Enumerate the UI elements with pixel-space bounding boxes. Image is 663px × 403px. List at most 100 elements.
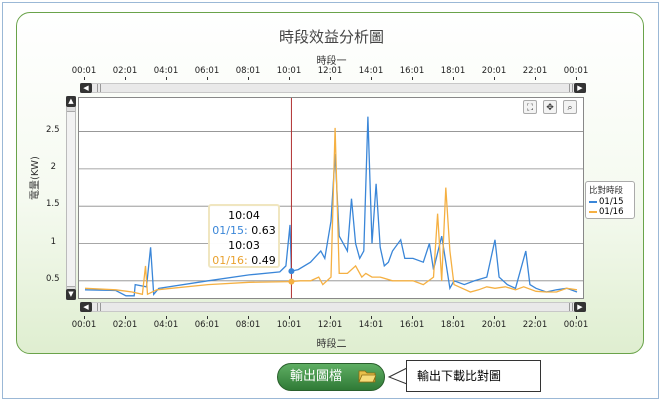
y-tick-label: 2 [50, 161, 56, 172]
tick-mark [166, 77, 167, 80]
tooltip-series-1-label: 01/15: [212, 224, 248, 237]
top-axis-title: 時段一 [316, 56, 347, 67]
y-tick-label: 1.5 [46, 199, 60, 210]
y-tick-label: 0.5 [46, 273, 60, 284]
time-tick-label: 10:01 [276, 320, 302, 330]
tick-mark [535, 77, 536, 80]
time-tick-label: 16:01 [399, 320, 425, 330]
fit-icon[interactable]: ⛶ [523, 100, 537, 114]
tick-mark [535, 316, 536, 319]
series-line-0116[interactable] [84, 127, 578, 296]
vertical-scrollbar[interactable]: ▲ ▼ [66, 96, 76, 300]
time-tick-label: 22:01 [522, 320, 548, 330]
tick-mark [494, 77, 495, 80]
scroll-left-icon[interactable]: ◀ [80, 302, 92, 312]
time-tick-label: 12:01 [317, 66, 343, 76]
tooltip-series-2-value: 0.49 [251, 254, 276, 267]
tick-mark [166, 316, 167, 319]
tick-mark [125, 77, 126, 80]
series-line-0115[interactable] [84, 116, 578, 297]
time-tick-label: 08:01 [235, 66, 261, 76]
legend-title: 比對時段 [589, 186, 624, 196]
vertical-scroll-thumb[interactable] [67, 111, 75, 287]
tick-mark [248, 77, 249, 80]
y-tick-label: 2.5 [46, 124, 60, 135]
legend-label: 01/16 [599, 207, 624, 217]
legend-item-0115[interactable]: 01/15 [589, 197, 631, 207]
tick-mark [371, 77, 372, 80]
time-tick-label: 16:01 [399, 66, 425, 76]
legend-swatch-orange [589, 211, 597, 213]
scroll-grip-right[interactable] [569, 84, 573, 92]
time-tick-label: 02:01 [112, 320, 138, 330]
time-tick-label: 20:01 [481, 320, 507, 330]
time-tick-label: 00:01 [71, 66, 97, 76]
scroll-down-icon[interactable]: ▼ [66, 289, 76, 300]
bottom-scrollbar[interactable]: ◀ ▶ [80, 302, 586, 312]
top-scrollbar[interactable]: ◀ ▶ [80, 83, 586, 93]
time-tick-label: 02:01 [112, 66, 138, 76]
time-tick-label: 18:01 [440, 66, 466, 76]
export-button-label: 輸出圖檔 [290, 369, 343, 384]
tick-mark [453, 316, 454, 319]
time-tick-label: 06:01 [194, 66, 220, 76]
time-tick-label: 04:01 [153, 320, 179, 330]
legend: 比對時段 01/15 01/16 [585, 181, 635, 219]
tooltip-series-2-label: 01/16: [212, 254, 248, 267]
tick-mark [207, 316, 208, 319]
tick-mark [84, 316, 85, 319]
scroll-up-icon[interactable]: ▲ [66, 96, 76, 107]
tooltip-time-1: 10:04 [228, 209, 260, 222]
plot-area[interactable] [78, 97, 584, 299]
callout-pointer [387, 367, 408, 385]
scroll-grip-left[interactable] [97, 303, 101, 311]
tick-mark [207, 77, 208, 80]
tick-mark [576, 316, 577, 319]
time-tick-label: 12:01 [317, 320, 343, 330]
legend-item-0116[interactable]: 01/16 [589, 207, 631, 217]
tooltip-series-1-value: 0.63 [251, 224, 276, 237]
tick-mark [289, 77, 290, 80]
callout-text: 輸出下載比對圖 [406, 360, 541, 392]
legend-swatch-blue [589, 201, 597, 203]
time-tick-label: 08:01 [235, 320, 261, 330]
tick-mark [371, 316, 372, 319]
time-tick-label: 14:01 [358, 320, 384, 330]
tick-mark [125, 316, 126, 319]
tick-mark [453, 77, 454, 80]
scroll-right-icon[interactable]: ▶ [574, 302, 586, 312]
time-tick-label: 14:01 [358, 66, 384, 76]
tick-mark [412, 316, 413, 319]
move-icon[interactable]: ✥ [543, 100, 557, 114]
time-tick-label: 00:01 [563, 320, 589, 330]
tooltip-time-2: 10:03 [228, 239, 260, 252]
tick-mark [576, 77, 577, 80]
time-tick-label: 04:01 [153, 66, 179, 76]
tick-mark [84, 77, 85, 80]
scroll-right-icon[interactable]: ▶ [574, 83, 586, 93]
hover-marker [288, 268, 295, 275]
chart-svg[interactable] [79, 98, 583, 298]
time-tick-label: 00:01 [71, 320, 97, 330]
y-tick-label: 1 [50, 236, 56, 247]
tick-mark [330, 77, 331, 80]
export-image-button[interactable]: 輸出圖檔 [277, 363, 385, 391]
tick-mark [494, 316, 495, 319]
scroll-left-icon[interactable]: ◀ [80, 83, 92, 93]
time-tick-label: 18:01 [440, 320, 466, 330]
scroll-grip-right[interactable] [569, 303, 573, 311]
hover-marker [288, 278, 295, 285]
tick-mark [248, 316, 249, 319]
scroll-grip-left[interactable] [97, 84, 101, 92]
tick-mark [289, 316, 290, 319]
time-tick-label: 00:01 [563, 66, 589, 76]
bottom-axis-title: 時段二 [316, 339, 347, 350]
chart-title: 時段效益分析圖 [278, 28, 384, 46]
y-axis-title: 電量(KW) [30, 156, 41, 200]
data-tooltip: 10:04 01/15: 0.63 10:03 01/16: 0.49 [208, 204, 280, 268]
time-tick-label: 20:01 [481, 66, 507, 76]
zoom-icon[interactable]: ⌕ [563, 100, 577, 114]
tick-mark [330, 316, 331, 319]
time-tick-label: 22:01 [522, 66, 548, 76]
time-tick-label: 06:01 [194, 320, 220, 330]
